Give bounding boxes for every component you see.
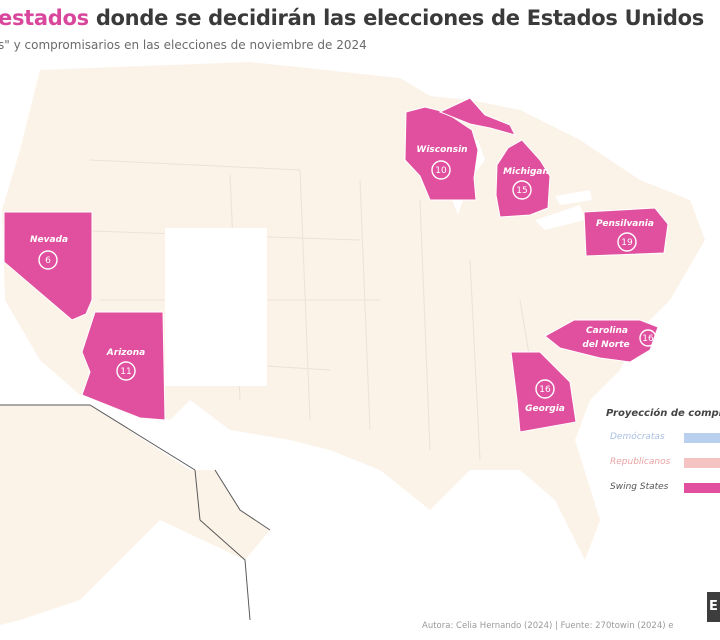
brand-logo: E — [707, 592, 720, 622]
ev-circle-north-carolina — [639, 329, 657, 347]
legend-item-republicans: Republicanos — [606, 457, 720, 469]
state-pennsylvania[interactable] — [583, 207, 669, 257]
legend-swatch-republicans — [684, 458, 720, 468]
ev-circle-arizona — [116, 361, 136, 381]
alaska-outline — [0, 404, 271, 621]
label-wisconsin: Wisconsin — [416, 145, 467, 155]
state-michigan-upper[interactable] — [438, 97, 516, 136]
legend-item-swing: Swing States — [606, 482, 720, 494]
ev-nevada: 6 — [45, 256, 51, 266]
ev-circle-michigan — [512, 180, 532, 200]
state-wisconsin[interactable] — [404, 106, 479, 201]
label-michigan: Michigan — [503, 167, 549, 177]
blank-region — [165, 228, 267, 386]
state-georgia[interactable] — [510, 351, 577, 433]
legend-label-swing: Swing States — [610, 482, 669, 492]
state-arizona[interactable] — [81, 311, 166, 421]
page-title: estados donde se decidirán las eleccione… — [0, 6, 704, 30]
title-accent: estados — [0, 6, 89, 30]
logo-letter: E — [709, 599, 718, 614]
state-north-carolina[interactable] — [544, 319, 659, 363]
ev-circle-pennsylvania — [617, 232, 637, 252]
ev-north-carolina: 16 — [642, 334, 654, 344]
ev-arizona: 11 — [120, 367, 131, 377]
label-nevada: Nevada — [30, 235, 68, 245]
state-labels: Wisconsin 10 Michigan 15 Pensilvania 19 … — [30, 145, 657, 414]
legend-swatch-swing — [684, 483, 720, 493]
label-north-carolina-1: Carolina — [586, 326, 628, 336]
legend-label-republicans: Republicanos — [610, 457, 671, 467]
ev-circle-wisconsin — [431, 160, 451, 180]
label-north-carolina-2: del Norte — [582, 340, 629, 350]
ev-wisconsin: 10 — [435, 166, 447, 176]
credits: Autora: Celia Hernando (2024) | Fuente: … — [422, 621, 674, 631]
ev-georgia: 16 — [539, 385, 551, 395]
legend-label-democrats: Demócratas — [610, 432, 665, 442]
alaska-shape — [0, 405, 270, 625]
title-rest: donde se decidirán las elecciones de Est… — [88, 6, 704, 30]
ev-pennsylvania: 19 — [621, 238, 633, 248]
state-michigan[interactable] — [495, 139, 551, 218]
page-subtitle: s" y compromisarios en las elecciones de… — [0, 38, 367, 52]
legend-swatch-democrats — [684, 433, 720, 443]
ev-circle-nevada — [38, 250, 58, 270]
label-georgia: Georgia — [525, 404, 565, 414]
ev-michigan: 15 — [516, 186, 527, 196]
state-nevada[interactable] — [3, 211, 93, 321]
legend-item-democrats: Demócratas — [606, 432, 720, 444]
label-pennsylvania: Pensilvania — [596, 219, 654, 229]
legend: Proyección de compr Demócratas Republica… — [606, 408, 720, 494]
swing-states — [3, 97, 669, 433]
ev-circle-georgia — [535, 379, 555, 399]
legend-title: Proyección de compr — [606, 408, 720, 419]
label-arizona: Arizona — [106, 348, 145, 358]
